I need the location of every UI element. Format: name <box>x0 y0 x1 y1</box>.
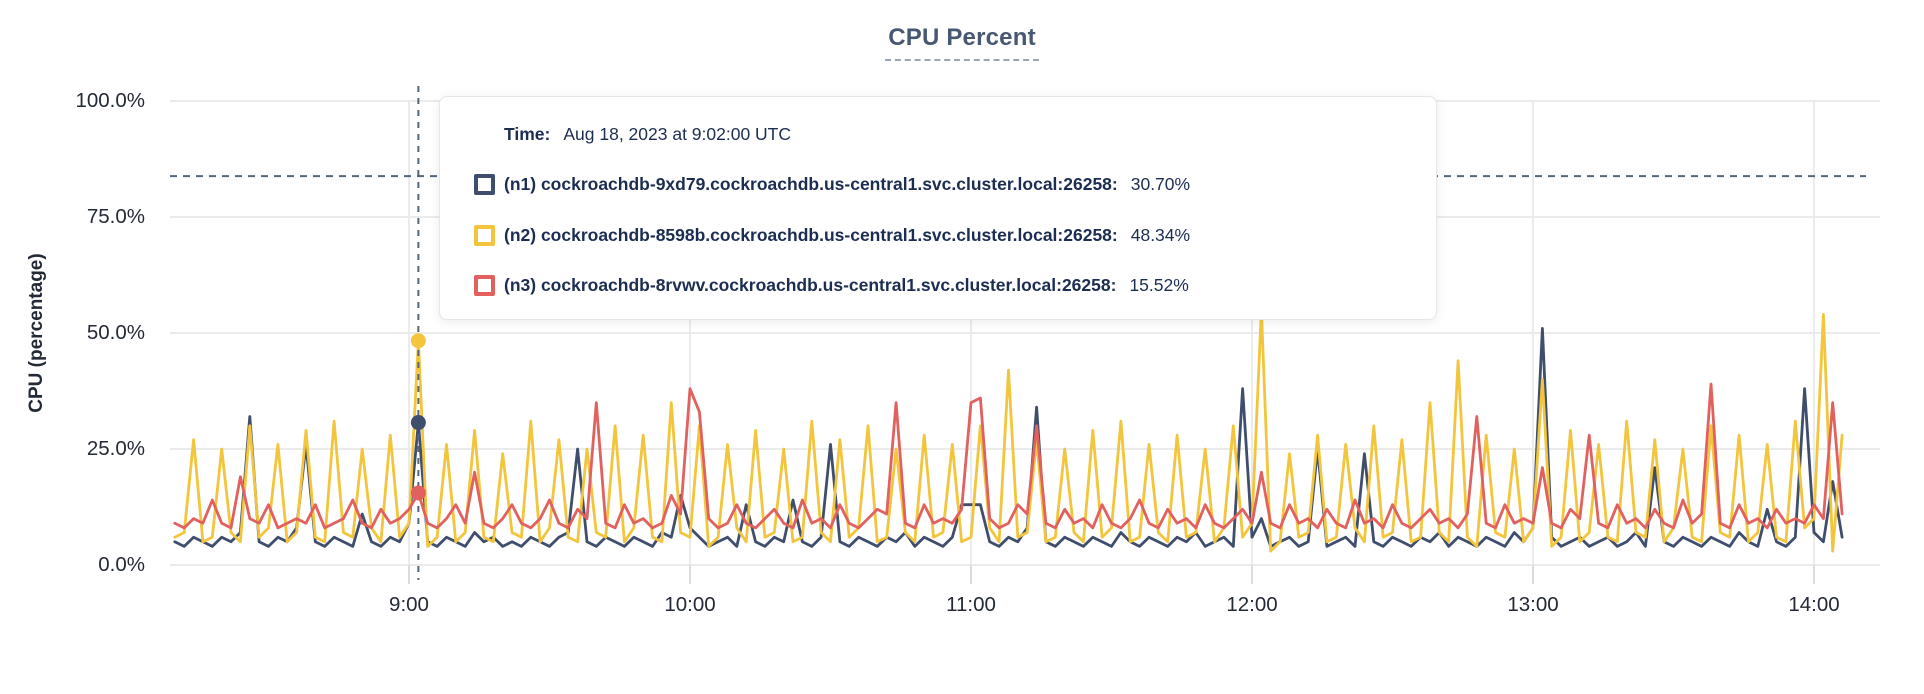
x-tick-label-13: 13:00 <box>1507 593 1559 616</box>
chart-title: CPU Percent <box>885 24 1039 61</box>
y-tick-label-25: 25.0% <box>86 437 145 460</box>
y-tick-label-0: 0.0% <box>98 553 145 576</box>
hover-tooltip: Time: Aug 18, 2023 at 9:02:00 UTC (n1) c… <box>439 96 1437 320</box>
series-line-n3 <box>173 382 1844 530</box>
hover-dot-n2 <box>410 333 426 349</box>
tooltip-time-label: Time: <box>504 123 551 144</box>
chart-header: CPU Percent <box>0 24 1924 61</box>
hover-dot-n3 <box>410 485 426 501</box>
series-value-n2: 48.34% <box>1130 224 1191 245</box>
tooltip-series-row-n3: (n3) cockroachdb-8rvwv.cockroachdb.us-ce… <box>474 273 1412 299</box>
series-name-n2: (n2) cockroachdb-8598b.cockroachdb.us-ce… <box>504 224 1118 245</box>
x-tick-label-11: 11:00 <box>946 593 996 616</box>
series-line-n1 <box>173 326 1844 548</box>
tooltip-series-row-n2: (n2) cockroachdb-8598b.cockroachdb.us-ce… <box>474 222 1412 248</box>
series-name-n3: (n3) cockroachdb-8rvwv.cockroachdb.us-ce… <box>504 275 1117 296</box>
x-tick-label-9: 9:00 <box>389 593 429 616</box>
tooltip-series-row-n1: (n1) cockroachdb-9xd79.cockroachdb.us-ce… <box>474 172 1412 198</box>
tooltip-time-row: Time: Aug 18, 2023 at 9:02:00 UTC <box>504 121 1412 147</box>
hover-dot-n1 <box>410 415 426 431</box>
series-name-n1: (n1) cockroachdb-9xd79.cockroachdb.us-ce… <box>504 174 1118 195</box>
y-tick-label-50: 50.0% <box>86 321 145 344</box>
legend-swatch-n1 <box>474 174 495 196</box>
tooltip-time-value: Aug 18, 2023 at 9:02:00 UTC <box>563 123 792 144</box>
series-value-n1: 30.70% <box>1130 174 1191 195</box>
legend-swatch-n3 <box>474 275 495 297</box>
x-tick-label-12: 12:00 <box>1226 593 1278 616</box>
x-tick-label-14: 14:00 <box>1788 593 1840 616</box>
x-tick-label-10: 10:00 <box>664 593 716 616</box>
series-value-n3: 15.52% <box>1129 275 1189 296</box>
y-tick-label-75: 75.0% <box>86 205 145 228</box>
y-tick-label-100: 100.0% <box>75 89 145 112</box>
legend-swatch-n2 <box>474 224 495 246</box>
